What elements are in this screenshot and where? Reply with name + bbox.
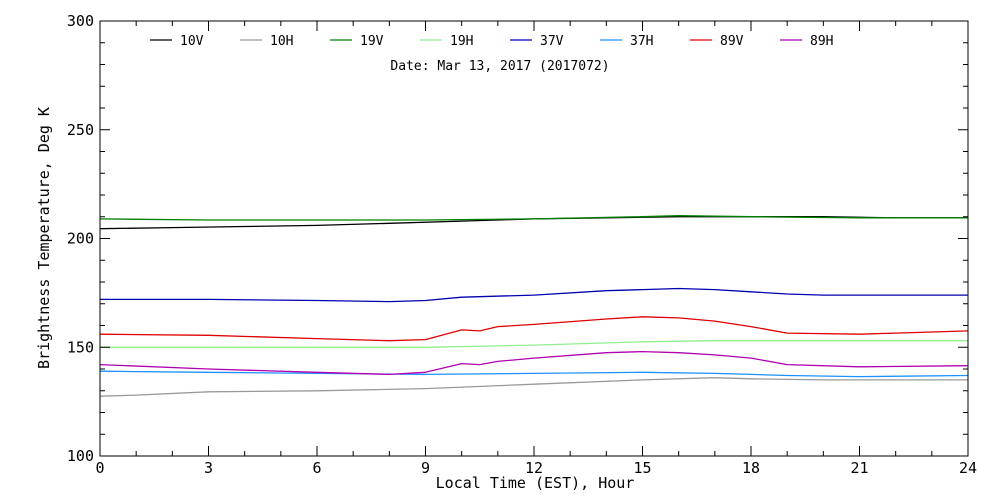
legend: 10V 10H 19V 19H 37V 37H 89V 89H: [150, 34, 833, 49]
legend-label-89v: 89V: [720, 34, 744, 49]
y-tick-label: 100: [67, 447, 94, 465]
ticks-layer: 0 3 6 9 12 15 18 21 24 100 150 200 250 300: [67, 12, 977, 477]
series-line-19v: [99, 215, 968, 221]
date-annotation: Date: Mar 13, 2017 (2017072): [390, 59, 609, 74]
legend-label-89h: 89H: [810, 34, 833, 49]
y-tick-label: 150: [67, 338, 94, 356]
x-tick-label: 15: [633, 459, 651, 477]
legend-label-37v: 37V: [540, 34, 564, 49]
x-tick-label: 18: [742, 459, 760, 477]
x-tick-label: 12: [525, 459, 543, 477]
legend-label-19v: 19V: [360, 34, 384, 49]
series-line-37v: [100, 287, 968, 303]
y-tick-label: 300: [67, 12, 94, 30]
series-layer: [99, 215, 969, 397]
y-tick-label: 250: [67, 121, 94, 139]
x-axis-title: Local Time (EST), Hour: [436, 474, 635, 492]
series-line-89v: [99, 316, 969, 342]
legend-label-10h: 10H: [270, 34, 293, 49]
legend-label-19h: 19H: [450, 34, 473, 49]
x-tick-label: 21: [850, 459, 868, 477]
x-tick-label: 24: [959, 459, 977, 477]
series-line-89h: [99, 350, 969, 376]
legend-label-37h: 37H: [630, 34, 653, 49]
legend-label-10v: 10V: [180, 34, 204, 49]
x-tick-label: 9: [421, 459, 430, 477]
x-tick-label: 6: [312, 459, 321, 477]
x-tick-label: 3: [204, 459, 213, 477]
y-tick-label: 200: [67, 230, 94, 248]
y-axis-title: Brightness Temperature, Deg K: [35, 107, 53, 369]
series-line-10h: [99, 377, 968, 397]
series-line-37h: [99, 370, 969, 378]
x-tick-label: 0: [95, 459, 104, 477]
series-line-19h: [100, 340, 968, 348]
